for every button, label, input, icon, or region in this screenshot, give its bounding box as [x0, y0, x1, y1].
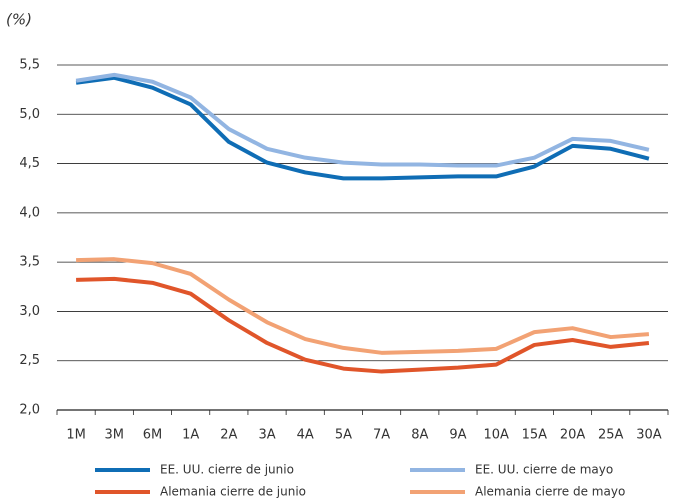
- x-tick-label: 8A: [411, 428, 428, 443]
- y-tick-label: 4,5: [19, 156, 40, 171]
- x-tick-label: 25A: [598, 428, 624, 443]
- x-tick-label: 9A: [449, 428, 466, 443]
- y-tick-label: 3,0: [19, 304, 40, 319]
- legend-label: Alemania cierre de mayo: [475, 485, 625, 499]
- line: [76, 257, 650, 355]
- legend-label: EE. UU. cierre de mayo: [475, 463, 613, 477]
- x-tick-label: 2A: [220, 428, 237, 443]
- y-tick-label: 3,5: [19, 255, 40, 270]
- x-tick-label: 4A: [297, 428, 314, 443]
- y-tick-label: 5,5: [19, 58, 40, 73]
- x-tick-label: 15A: [522, 428, 548, 443]
- x-tick-label: 10A: [483, 428, 509, 443]
- x-tick-label: 3M: [105, 428, 125, 443]
- y-tick-label: 5,0: [19, 107, 40, 122]
- x-tick-label: 3A: [258, 428, 275, 443]
- x-tick-label: 7A: [373, 428, 390, 443]
- x-tick-label: 6M: [143, 428, 163, 443]
- legend-label: EE. UU. cierre de junio: [160, 463, 294, 477]
- y-tick-label: 4,0: [19, 205, 40, 220]
- x-tick-label: 1A: [182, 428, 199, 443]
- legend-label: Alemania cierre de junio: [160, 485, 306, 499]
- y-tick-label: 2,0: [19, 403, 40, 418]
- y-tick-label: 2,5: [19, 353, 40, 368]
- x-tick-label: 30A: [636, 428, 662, 443]
- line: [75, 72, 650, 168]
- line: [76, 276, 650, 374]
- x-tick-label: 5A: [335, 428, 352, 443]
- y-axis-label: (%): [6, 11, 32, 29]
- x-tick-label: 1M: [66, 428, 86, 443]
- x-tick-label: 20A: [560, 428, 586, 443]
- line: [75, 75, 650, 181]
